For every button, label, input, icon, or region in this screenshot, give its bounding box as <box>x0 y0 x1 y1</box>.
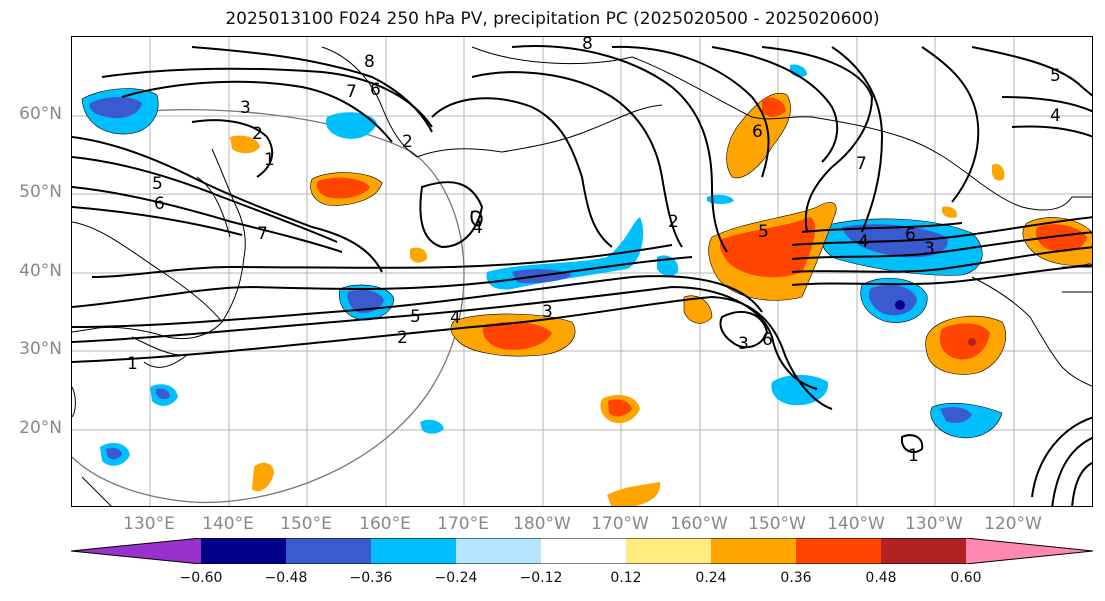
contour-label: 1 <box>908 446 919 466</box>
contour-label: 5 <box>758 222 769 242</box>
contour-labels: 8 7 6 3 2 1 5 6 7 2 4 5 2 4 3 1 8 6 5 4 … <box>127 37 1061 466</box>
colorbar-segment <box>201 538 286 564</box>
colorbar-lower-extend <box>71 538 201 564</box>
lon-label-160e: 160°E <box>359 514 411 534</box>
contour-label: 3 <box>924 239 935 259</box>
lat-label-30n: 30°N <box>19 339 62 359</box>
positive-anomaly-shading <box>230 93 1092 506</box>
contour-label: 2 <box>252 124 263 144</box>
colorbar-tick: −0.60 <box>179 570 223 586</box>
contour-label: 7 <box>346 82 357 102</box>
contour-label: 3 <box>542 302 553 322</box>
negative-anomaly-shading <box>81 64 1003 466</box>
lon-label-170e: 170°E <box>437 514 489 534</box>
contour-label: 4 <box>450 308 461 328</box>
lon-label-150e: 150°E <box>280 514 332 534</box>
colorbar-upper-extend <box>966 538 1093 564</box>
colorbar-segment <box>371 538 456 564</box>
contour-label: 2 <box>397 328 408 348</box>
lon-label-130e: 130°E <box>123 514 175 534</box>
lon-label-140e: 140°E <box>202 514 254 534</box>
colorbar-segment <box>286 538 371 564</box>
colorbar-tick: 0.12 <box>610 570 642 586</box>
colorbar <box>71 538 1093 564</box>
lat-label-40n: 40°N <box>19 261 62 281</box>
contour-label: 6 <box>752 122 763 142</box>
map-title: 2025013100 F024 250 hPa PV, precipitatio… <box>225 9 880 29</box>
map-panel: 8 7 6 3 2 1 5 6 7 2 4 5 2 4 3 1 8 6 5 4 … <box>71 36 1093 507</box>
colorbar-segment <box>626 538 711 564</box>
contour-label: 1 <box>264 150 275 170</box>
lon-label-160w: 160°W <box>670 514 728 534</box>
colorbar-tick: 0.36 <box>780 570 812 586</box>
contour-label: 5 <box>1050 66 1061 86</box>
lon-label-180w: 180°W <box>513 514 571 534</box>
colorbar-tick: −0.48 <box>264 570 308 586</box>
colorbar-tick: −0.24 <box>434 570 478 586</box>
map-canvas: 8 7 6 3 2 1 5 6 7 2 4 5 2 4 3 1 8 6 5 4 … <box>72 37 1092 506</box>
contour-label: 6 <box>370 80 381 100</box>
lat-label-60n: 60°N <box>19 104 62 124</box>
lon-label-170w: 170°W <box>591 514 649 534</box>
colorbar-tick: 0.60 <box>950 570 982 586</box>
contour-label: 7 <box>257 224 268 244</box>
contour-label: 5 <box>152 174 163 194</box>
lat-label-50n: 50°N <box>19 182 62 202</box>
colorbar-segment <box>796 538 881 564</box>
lon-label-120w: 120°W <box>984 514 1042 534</box>
colorbar-segment <box>711 538 796 564</box>
lat-label-20n: 20°N <box>19 418 62 438</box>
contour-label: 8 <box>582 37 593 54</box>
colorbar-segment <box>541 538 626 564</box>
contour-label: 2 <box>668 212 679 232</box>
contour-label: 3 <box>738 334 749 354</box>
contour-label: 3 <box>240 98 251 118</box>
colorbar-tick: 0.48 <box>865 570 897 586</box>
pv-contours <box>72 45 1092 506</box>
contour-label: 2 <box>402 132 413 152</box>
colorbar-tick: 0.24 <box>695 570 727 586</box>
contour-label: 5 <box>410 307 421 327</box>
lon-label-140w: 140°W <box>827 514 885 534</box>
colorbar-tick: −0.36 <box>349 570 393 586</box>
contour-label: 6 <box>154 194 165 214</box>
contour-label: 1 <box>127 354 138 374</box>
lon-label-130w: 130°W <box>905 514 963 534</box>
contour-label: 6 <box>762 330 773 350</box>
colorbar-segment <box>881 538 966 564</box>
contour-label: 6 <box>905 225 916 245</box>
contour-label: 4 <box>858 232 869 252</box>
colorbar-segment <box>456 538 541 564</box>
contour-label: 7 <box>856 154 867 174</box>
contour-label: 4 <box>472 218 483 238</box>
coastlines <box>72 46 1092 506</box>
range-circle <box>72 108 465 504</box>
lon-label-150w: 150°W <box>748 514 806 534</box>
colorbar-tick: −0.12 <box>519 570 563 586</box>
contour-label: 8 <box>364 52 375 72</box>
contour-label: 4 <box>1050 106 1061 126</box>
